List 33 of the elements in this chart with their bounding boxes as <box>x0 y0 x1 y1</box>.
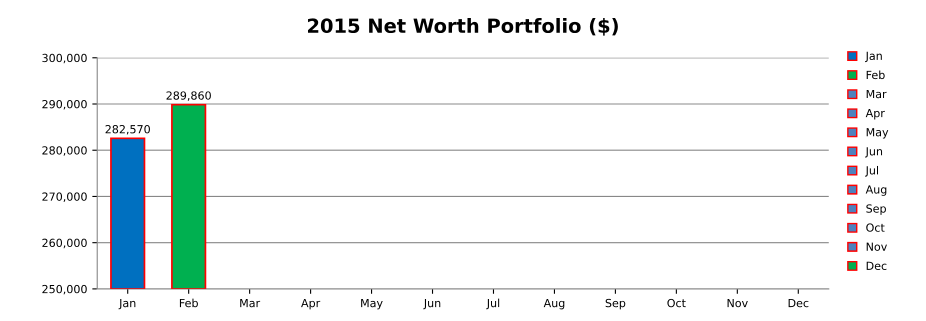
y-tick-label: 270,000 <box>42 192 87 202</box>
legend-label: Apr <box>866 109 885 120</box>
legend-label: Nov <box>866 242 887 251</box>
x-tick-label: Oct <box>667 298 686 308</box>
legend-label: Jun <box>865 147 882 158</box>
x-tick-label: Feb <box>180 298 198 308</box>
legend-label: Oct <box>866 223 885 232</box>
x-tick-label: Sep <box>606 298 626 310</box>
legend-label: Sep <box>866 204 886 215</box>
x-tick-label: Nov <box>728 298 748 308</box>
data-label: 289,860 <box>166 91 211 101</box>
x-tick-label: Jul <box>486 298 500 310</box>
x-tick-label: May <box>361 298 383 310</box>
x-tick-label: Jan <box>118 298 136 310</box>
x-tick-label: Jun <box>423 298 440 310</box>
x-tick-label: Dec <box>788 298 808 308</box>
legend-label: Jul <box>865 166 878 177</box>
x-tick-label: Apr <box>301 298 320 310</box>
y-tick-label: 300,000 <box>42 54 87 64</box>
x-tick-label: Mar <box>240 298 260 308</box>
legend-label: Mar <box>866 90 887 98</box>
legend-label: Aug <box>866 185 886 196</box>
y-tick-label: 280,000 <box>42 146 87 156</box>
legend-label: Dec <box>866 262 886 270</box>
data-label: 282,570 <box>106 125 150 135</box>
legend-label: Feb <box>866 70 885 80</box>
legend-label: Jan <box>865 52 882 62</box>
y-tick-label: 290,000 <box>42 100 87 110</box>
legend-label: May <box>866 128 888 139</box>
chart-title: 2015 Net Worth Portfolio ($) <box>308 18 618 36</box>
x-tick-label: Aug <box>544 298 564 310</box>
y-tick-label: 250,000 <box>42 284 87 294</box>
y-tick-label: 260,000 <box>42 238 87 248</box>
